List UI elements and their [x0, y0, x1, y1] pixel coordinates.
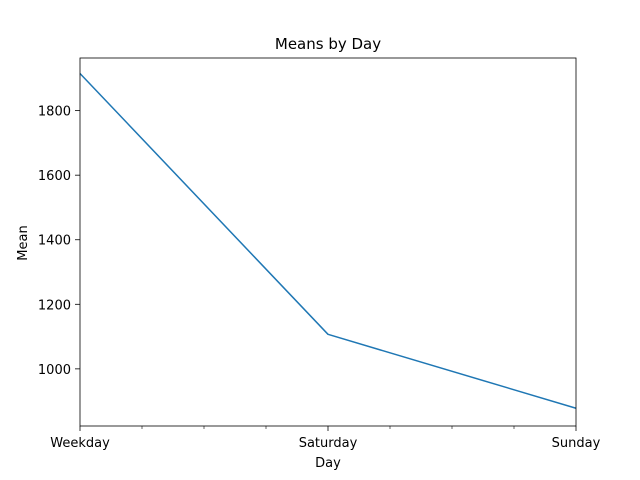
series-line-0 — [79, 72, 577, 409]
y-tick-label-2: 1400 — [38, 234, 71, 249]
y-axis-label: Mean — [16, 225, 31, 260]
y-tick-label-3: 1600 — [38, 169, 71, 184]
y-tick-label-1: 1200 — [38, 298, 71, 313]
plot-area: Weekday Saturday Sunday 1000 1200 1400 1600 180… — [38, 57, 601, 451]
y-tick-label-4: 1800 — [38, 105, 71, 120]
x-axis-label: Day — [315, 456, 341, 471]
x-tick-label-2: Sunday — [552, 436, 601, 451]
axes-frame — [79, 57, 577, 427]
chart-title: Means by Day — [275, 35, 381, 53]
y-tick-label-0: 1000 — [38, 363, 71, 378]
x-tick-label-0: Weekday — [50, 436, 110, 451]
x-tick-label-1: Saturday — [299, 436, 358, 451]
